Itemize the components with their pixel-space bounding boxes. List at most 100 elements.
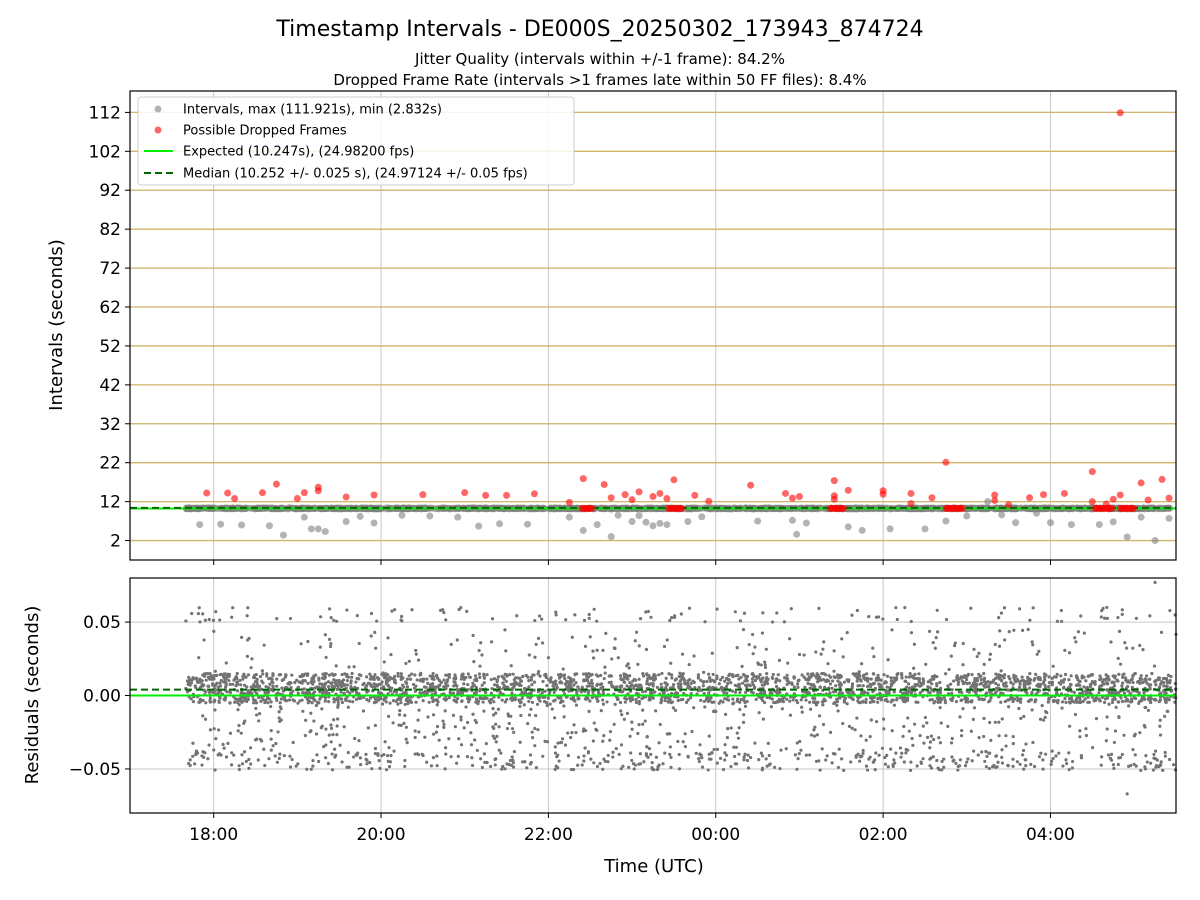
residual-point <box>890 729 894 733</box>
dropped-frame-point <box>579 475 587 483</box>
residual-point <box>785 682 789 687</box>
residual-point <box>960 690 964 695</box>
residual-point <box>732 701 736 705</box>
residual-point <box>960 728 964 733</box>
residual-point <box>580 685 584 689</box>
residual-point <box>854 755 858 759</box>
residual-point <box>425 691 429 696</box>
residual-point <box>930 698 934 702</box>
interval-point <box>635 512 643 520</box>
residual-point <box>832 649 836 653</box>
residual-point <box>207 684 211 688</box>
residual-point <box>489 691 493 695</box>
residual-point <box>1117 672 1121 676</box>
residual-point <box>512 749 516 754</box>
residual-point <box>972 749 976 753</box>
residual-point <box>647 674 651 678</box>
residual-point <box>208 677 212 681</box>
residual-point <box>609 674 613 678</box>
residual-point <box>1134 696 1138 701</box>
residual-point <box>686 679 690 683</box>
residual-point <box>266 696 270 700</box>
residual-point <box>329 723 333 727</box>
residual-point <box>496 707 501 711</box>
residual-point <box>386 754 390 758</box>
residual-point <box>1141 680 1145 685</box>
residual-point <box>1126 699 1130 703</box>
residual-point <box>750 632 755 637</box>
residual-point <box>1045 710 1049 715</box>
interval-point <box>844 523 852 531</box>
residual-point <box>927 629 932 633</box>
residual-point <box>971 717 975 721</box>
residual-point <box>1004 734 1008 738</box>
residual-point <box>471 633 475 638</box>
residual-point <box>865 672 869 676</box>
residual-point <box>725 736 730 740</box>
residual-point <box>191 741 195 745</box>
residual-point <box>713 680 717 684</box>
residual-point <box>236 729 240 733</box>
residual-point <box>318 697 322 701</box>
residual-point <box>690 729 694 734</box>
residual-point <box>589 757 593 761</box>
residual-point <box>647 747 652 751</box>
residual-point <box>556 673 561 677</box>
residual-point <box>444 673 448 677</box>
residual-point <box>314 703 318 708</box>
residual-point <box>533 744 537 748</box>
residual-point <box>368 696 373 700</box>
residual-point <box>932 737 936 742</box>
residual-point <box>1126 684 1130 689</box>
residual-point <box>480 765 485 770</box>
residual-point <box>616 656 620 660</box>
residual-point <box>1107 690 1111 694</box>
dropped-frame-point <box>1116 491 1124 499</box>
residual-point <box>531 736 535 740</box>
residual-point <box>323 633 327 637</box>
residual-point <box>238 698 242 702</box>
residual-point <box>1003 638 1007 642</box>
residual-point <box>230 751 234 755</box>
residual-point <box>443 709 447 713</box>
residual-point <box>533 655 537 659</box>
residual-point <box>569 767 574 772</box>
residual-point <box>306 701 310 705</box>
residual-point <box>611 750 615 754</box>
residual-point <box>222 672 226 676</box>
residual-point <box>229 763 234 767</box>
residual-point <box>964 699 969 704</box>
residual-point <box>361 683 365 687</box>
residual-point <box>219 678 223 683</box>
residual-point <box>1139 674 1143 678</box>
residual-point <box>999 700 1003 704</box>
residual-point <box>541 641 545 645</box>
dropped-frame-point <box>1060 489 1068 497</box>
dropped-frame-point <box>840 504 848 512</box>
residual-point <box>405 677 410 681</box>
residual-point <box>742 698 746 702</box>
residual-point <box>482 674 486 678</box>
residual-point <box>613 646 617 650</box>
residual-point <box>590 678 594 682</box>
residual-point <box>820 747 824 751</box>
residual-point <box>536 670 541 674</box>
residual-point <box>657 673 661 677</box>
residual-point <box>510 727 515 731</box>
residual-point <box>909 674 913 678</box>
residual-point <box>1093 682 1097 686</box>
residual-point <box>529 678 533 682</box>
residual-point <box>1050 759 1054 763</box>
residual-point <box>912 642 916 646</box>
residual-point <box>699 753 703 757</box>
residual-point <box>582 754 586 758</box>
residual-point <box>979 697 984 701</box>
residual-point <box>796 682 800 686</box>
residual-point <box>994 754 998 758</box>
residual-point <box>1051 699 1056 704</box>
residual-point <box>530 700 535 704</box>
residual-point <box>757 757 761 762</box>
residual-point <box>617 752 621 756</box>
residual-point <box>683 732 687 736</box>
residual-point <box>1018 682 1022 686</box>
